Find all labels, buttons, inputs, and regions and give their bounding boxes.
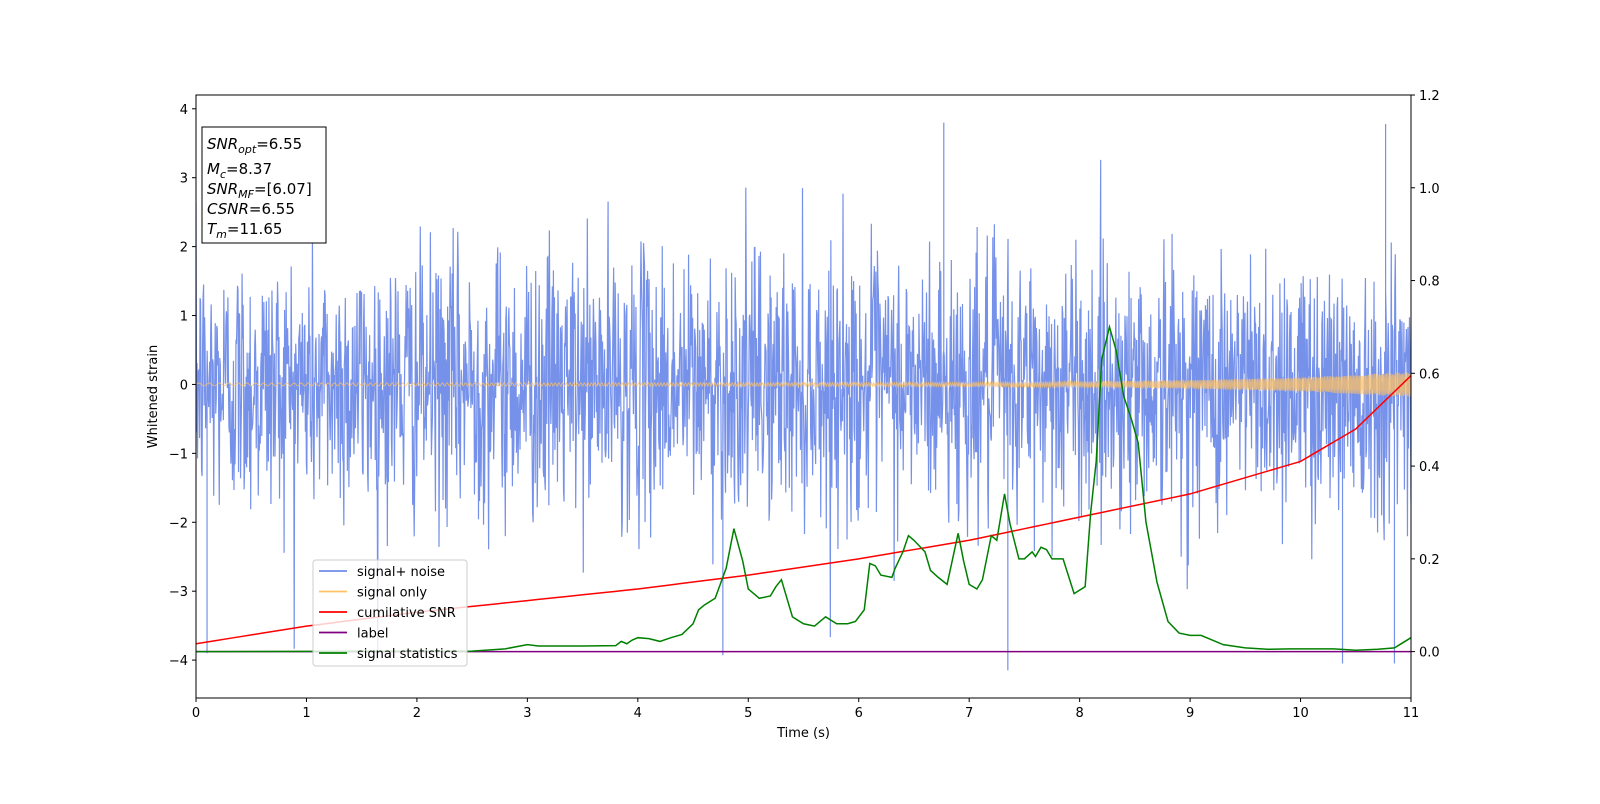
- x-tick-label: 2: [413, 706, 421, 721]
- y-right-tick-label: 1.2: [1419, 89, 1440, 104]
- legend-label: label: [357, 627, 388, 642]
- x-tick-label: 5: [744, 706, 752, 721]
- annotation-frame: [201, 126, 327, 244]
- x-tick-label: 1: [302, 706, 310, 721]
- x-tick-label: 6: [855, 706, 863, 721]
- annotation-line: SNRMF=[6.07]: [207, 180, 312, 201]
- annotation-line: SNRopt=6.55: [207, 135, 302, 156]
- legend-label: signal+ noise: [357, 565, 445, 580]
- y-left-tick-label: −3: [169, 585, 188, 600]
- plot-frame: [195, 94, 1412, 699]
- legend-frame: [312, 559, 468, 667]
- series-signal-noise: [196, 122, 1411, 671]
- y-right-tick-label: 0.4: [1419, 460, 1440, 475]
- y-left-tick-label: 2: [180, 241, 188, 256]
- y-left-tick-label: −4: [169, 654, 188, 669]
- x-tick-label: 4: [634, 706, 642, 721]
- annotation-line: Tm=11.65: [207, 220, 282, 241]
- annotation-line: CSNR=6.55: [207, 200, 295, 218]
- axes-layer: 0 1 2 3 4 5 6 7 8 9 10 11 −4 −3 −2 −1 0 1 2 3 4 0.0 0.2 0.4 0.6 0…: [169, 89, 1440, 721]
- y-right-tick-label: 1.0: [1419, 182, 1440, 197]
- legend: signal+ noise signal only cumilative SNR la…: [312, 559, 468, 667]
- y-right-tick-label: 0.0: [1419, 646, 1440, 661]
- y-axis-label: Whitened strain: [146, 345, 161, 448]
- x-tick-label: 8: [1075, 706, 1083, 721]
- x-tick-label: 11: [1403, 706, 1420, 721]
- x-tick-label: 3: [523, 706, 531, 721]
- x-tick-label: 7: [965, 706, 973, 721]
- y-left-tick-label: 3: [180, 172, 188, 187]
- y-right-tick-label: 0.2: [1419, 553, 1440, 568]
- x-tick-label: 0: [192, 706, 200, 721]
- x-tick-label: 9: [1186, 706, 1194, 721]
- y-right-tick-label: 0.6: [1419, 367, 1440, 382]
- y-left-tick-label: −2: [169, 516, 188, 531]
- y-left-tick-label: 4: [180, 103, 188, 118]
- y-right-tick-label: 0.8: [1419, 275, 1440, 290]
- legend-label: signal only: [357, 586, 427, 601]
- annotation-line: Mc=8.37: [207, 160, 272, 181]
- y-left-tick-label: −1: [169, 447, 188, 462]
- series-signal-only: [196, 372, 1411, 397]
- legend-label: cumilative SNR: [357, 606, 456, 621]
- x-axis-label: Time (s): [776, 726, 830, 741]
- legend-label: signal statistics: [357, 647, 458, 662]
- y-left-tick-label: 0: [180, 378, 188, 393]
- series-signal-statistics: [196, 323, 1411, 653]
- series-layer: [196, 122, 1411, 671]
- x-tick-label: 10: [1292, 706, 1309, 721]
- y-left-tick-label: 1: [180, 310, 188, 325]
